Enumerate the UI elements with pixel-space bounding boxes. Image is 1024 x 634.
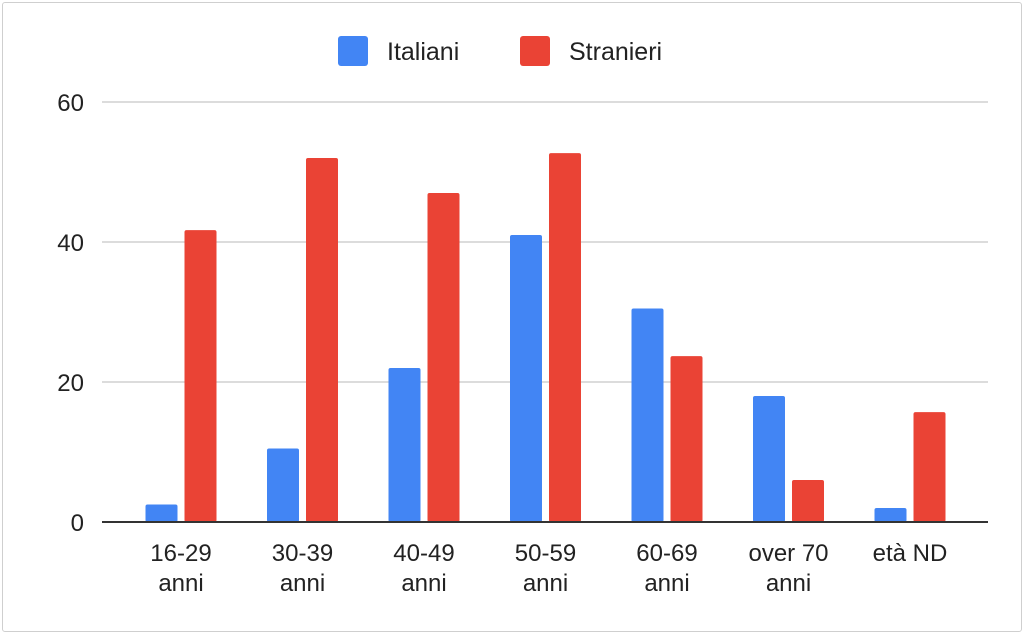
y-tick-label: 40 xyxy=(57,230,84,257)
bar-stranieri-6 xyxy=(913,412,946,522)
bar-italiani-4 xyxy=(631,308,664,522)
bar-italiani-1 xyxy=(267,448,299,522)
y-tick-label: 60 xyxy=(57,90,84,117)
x-tick-label: età ND xyxy=(873,540,948,567)
y-tick-label: 20 xyxy=(57,370,84,397)
bar-stranieri-2 xyxy=(427,193,460,522)
legend: Italiani Stranieri xyxy=(338,36,662,66)
y-axis-ticks: 0 20 40 60 xyxy=(57,90,84,537)
legend-swatch-italiani xyxy=(338,36,368,66)
bar-italiani-2 xyxy=(388,368,421,522)
y-tick-label: 0 xyxy=(71,510,84,537)
x-tick-label: 16-29 xyxy=(150,540,211,567)
legend-label-stranieri: Stranieri xyxy=(569,38,662,66)
x-tick-label: anni xyxy=(280,570,325,597)
bar-italiani-6 xyxy=(874,508,907,522)
bar-stranieri-5 xyxy=(792,480,824,522)
bar-stranieri-1 xyxy=(306,158,338,522)
bar-stranieri-3 xyxy=(549,153,581,522)
x-tick-label: 60-69 xyxy=(636,540,697,567)
x-tick-label: anni xyxy=(523,570,568,597)
x-tick-label: 40-49 xyxy=(393,540,454,567)
x-tick-label: anni xyxy=(401,570,446,597)
bars xyxy=(145,153,946,522)
bar-italiani-0 xyxy=(145,504,178,522)
x-tick-label: 50-59 xyxy=(515,540,576,567)
bar-stranieri-4 xyxy=(670,356,703,522)
legend-swatch-stranieri xyxy=(520,36,550,66)
x-tick-label: 30-39 xyxy=(272,540,333,567)
x-tick-label: over 70 xyxy=(748,540,828,567)
gridlines xyxy=(102,101,988,383)
bar-stranieri-0 xyxy=(184,230,217,522)
bar-italiani-5 xyxy=(753,396,785,522)
x-tick-label: anni xyxy=(644,570,689,597)
x-axis-ticks: 16-29 anni 30-39 anni 40-49 anni 50-59 anni 60-6… xyxy=(150,540,947,597)
x-tick-label: anni xyxy=(766,570,811,597)
x-tick-label: anni xyxy=(158,570,203,597)
legend-label-italiani: Italiani xyxy=(387,38,459,66)
bar-italiani-3 xyxy=(510,235,542,522)
